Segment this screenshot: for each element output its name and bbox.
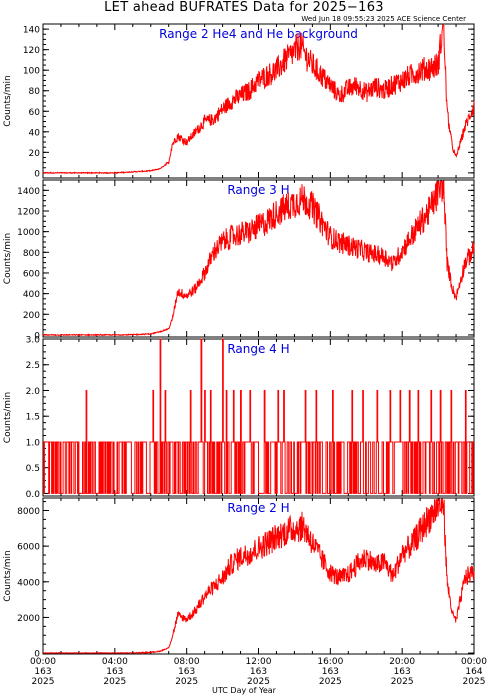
y-tick-label: 0.0 (26, 490, 41, 500)
y-tick-label: 40 (29, 128, 41, 138)
x-tick-label-year: 2025 (175, 677, 198, 687)
panel-title: Range 4 H (227, 342, 289, 356)
y-tick-label: 6000 (17, 543, 40, 553)
x-tick-label-year: 2025 (319, 677, 342, 687)
x-tick-label-time: 08:00 (174, 657, 200, 667)
x-tick-label-doy: 163 (34, 667, 51, 677)
y-tick-label: 200 (23, 311, 40, 321)
y-axis-label: Counts/min (3, 233, 13, 284)
y-tick-label: 100 (23, 67, 40, 77)
x-tick-label-time: 12:00 (246, 657, 272, 667)
panel-title: Range 3 H (227, 183, 289, 197)
y-tick-label: 0.5 (26, 464, 40, 474)
y-tick-label: 600 (23, 269, 40, 279)
plot-frame (42, 497, 475, 655)
y-tick-label: 140 (23, 26, 40, 36)
data-series-line (42, 498, 475, 655)
y-tick-label: 2.0 (26, 387, 41, 397)
x-tick-label-time: 00:00 (30, 657, 56, 667)
y-axis-label: Counts/min (3, 392, 13, 443)
y-tick-label: 60 (29, 108, 41, 118)
y-tick-label: 1400 (17, 187, 40, 197)
x-tick-label-doy: 163 (250, 667, 267, 677)
y-tick-label: 1.0 (26, 438, 41, 448)
y-tick-label: 80 (29, 87, 41, 97)
y-tick-label: 2000 (17, 614, 40, 624)
x-tick-label-time: 20:00 (389, 657, 415, 667)
y-tick-label: 4000 (17, 578, 40, 588)
y-tick-label: 0 (34, 650, 40, 660)
x-axis-title: UTC Day of Year (212, 686, 276, 695)
y-axis-label: Counts/min (3, 75, 13, 126)
x-tick-label-year: 2025 (32, 677, 55, 687)
y-axis-label: Counts/min (3, 550, 13, 601)
panel-title: Range 2 He4 and He background (159, 27, 358, 41)
y-tick-label: 800 (23, 249, 40, 259)
y-tick-label: 2.5 (26, 361, 40, 371)
x-tick-label-year: 2025 (463, 677, 486, 687)
y-tick-label: 0 (34, 331, 40, 341)
data-series-line (43, 338, 474, 494)
x-tick-label-time: 16:00 (317, 657, 343, 667)
y-tick-label: 20 (29, 149, 41, 159)
x-tick-label-year: 2025 (391, 677, 414, 687)
plot-frame (42, 179, 475, 338)
x-tick-label-doy: 163 (322, 667, 339, 677)
y-tick-label: 120 (23, 46, 40, 56)
x-tick-label-time: 04:00 (102, 657, 128, 667)
y-tick-label: 1000 (17, 228, 40, 238)
y-tick-label: 1.5 (26, 413, 40, 423)
x-tick-label-year: 2025 (247, 677, 270, 687)
y-tick-label: 400 (23, 290, 40, 300)
data-series-line (42, 180, 475, 337)
y-tick-label: 3.0 (26, 336, 41, 346)
x-tick-label-time: 00:00 (461, 657, 487, 667)
x-tick-label-year: 2025 (103, 677, 126, 687)
x-tick-label-doy: 163 (178, 667, 195, 677)
y-tick-label: 1200 (17, 207, 40, 217)
y-tick-label: 8000 (17, 507, 40, 517)
panel-title: Range 2 H (227, 501, 289, 515)
chart-title: LET ahead BUFRATES Data for 2025−163 (104, 0, 384, 15)
data-series-line (42, 24, 475, 175)
x-tick-label-doy: 163 (394, 667, 411, 677)
x-tick-label-doy: 164 (465, 667, 482, 677)
x-tick-label-doy: 163 (106, 667, 123, 677)
y-tick-label: 0 (34, 169, 40, 179)
timestamp-label: Wed Jun 18 09:55:23 2025 ACE Science Cen… (301, 15, 466, 23)
plot-frame (42, 23, 475, 179)
